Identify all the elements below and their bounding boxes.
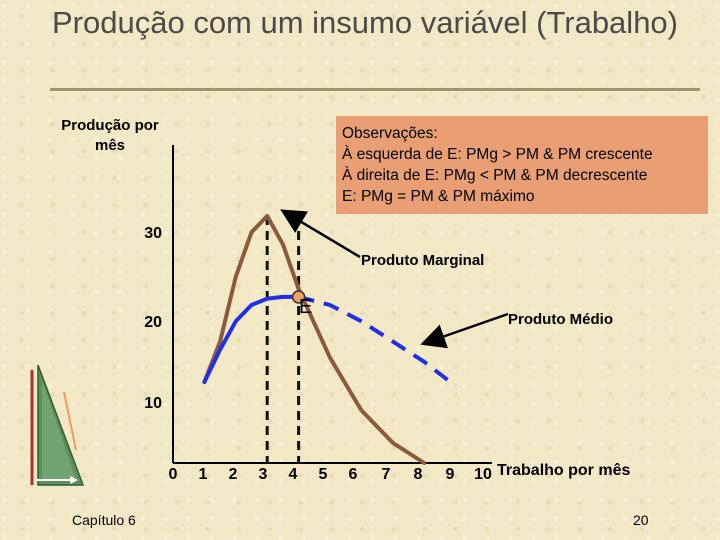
observation-line: À esquerda de E: PMg > PM & PM crescente [342, 146, 653, 163]
x-tick-label: 9 [445, 466, 455, 483]
x-tick-label: 1 [198, 466, 208, 483]
observations-box: Observações: À esquerda de E: PMg > PM &… [336, 116, 708, 214]
point-e-label: E [299, 296, 313, 318]
x-tick-label: 6 [348, 466, 358, 483]
page-title: Produção com um insumo variável (Trabalh… [52, 5, 678, 40]
marginal-product-curve [202, 214, 427, 465]
page-number: 20 [633, 512, 649, 528]
marginal-pointer-arrow [280, 209, 361, 259]
observations-heading: Observações: [342, 125, 438, 142]
x-tick-label: 7 [381, 466, 391, 483]
triangle-logo-icon [30, 364, 85, 486]
average-product-label: Produto Médio [508, 311, 613, 328]
x-axis-label: Trabalho por mês [497, 462, 631, 479]
average-pointer-arrow [420, 312, 509, 349]
x-tick-label: 5 [318, 466, 328, 483]
y-tick-label: 30 [144, 225, 162, 242]
average-product-curve-dashed [298, 294, 457, 388]
y-axis-label: Produção por mês [61, 117, 159, 154]
point-e-marker [291, 290, 306, 304]
title-divider [50, 88, 700, 91]
x-tick-label: 8 [413, 466, 423, 483]
x-tick-label: 2 [228, 466, 238, 483]
x-tick-label: 10 [474, 466, 492, 483]
average-product-curve [202, 294, 301, 384]
observation-line: E: PMg = PM & PM máximo [342, 188, 535, 205]
y-tick-label: 10 [144, 395, 162, 412]
x-tick-label: 4 [288, 466, 298, 483]
x-tick-label: 0 [168, 466, 178, 483]
chapter-label: Capítulo 6 [72, 512, 136, 528]
x-tick-label: 3 [258, 466, 268, 483]
y-tick-label: 20 [144, 314, 162, 331]
marginal-product-label: Produto Marginal [361, 252, 485, 269]
observation-line: À direita de E: PMg < PM & PM decrescent… [342, 167, 648, 184]
